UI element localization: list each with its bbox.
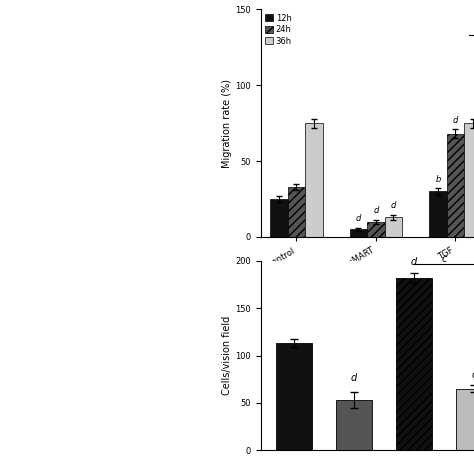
Text: d: d xyxy=(391,201,396,210)
Text: d: d xyxy=(356,214,361,223)
Bar xyxy=(288,187,305,237)
Text: d: d xyxy=(411,257,417,267)
Bar xyxy=(367,222,385,237)
Bar xyxy=(385,217,402,237)
Text: d: d xyxy=(351,373,357,383)
Bar xyxy=(350,229,367,237)
Y-axis label: Cells/vision field: Cells/vision field xyxy=(222,316,232,395)
Bar xyxy=(305,123,323,237)
Bar xyxy=(429,191,447,237)
Bar xyxy=(336,400,372,450)
Bar xyxy=(447,134,464,237)
Bar xyxy=(456,389,474,450)
Bar xyxy=(270,199,288,237)
Y-axis label: Migration rate (%): Migration rate (%) xyxy=(222,79,232,168)
Bar xyxy=(464,123,474,237)
Text: d: d xyxy=(374,206,379,215)
Text: c: c xyxy=(441,254,447,264)
Text: c: c xyxy=(472,370,474,380)
Text: b: b xyxy=(435,175,441,184)
Text: d: d xyxy=(453,116,458,125)
Legend: 12h, 24h, 36h: 12h, 24h, 36h xyxy=(265,14,292,46)
Bar xyxy=(276,343,312,450)
Bar xyxy=(396,278,432,450)
